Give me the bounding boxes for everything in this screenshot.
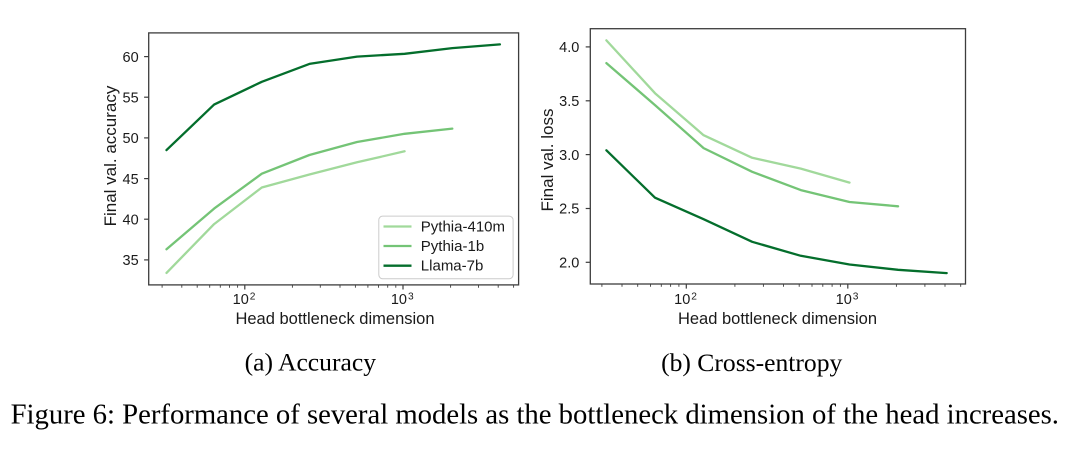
svg-text:10: 10 (391, 292, 407, 308)
svg-text:Pythia-1b: Pythia-1b (421, 238, 484, 255)
svg-text:4.0: 4.0 (559, 40, 579, 56)
svg-text:3.0: 3.0 (559, 148, 579, 164)
svg-text:Head bottleneck dimension: Head bottleneck dimension (678, 310, 877, 328)
svg-text:2.5: 2.5 (559, 202, 579, 218)
svg-text:Final val. accuracy: Final val. accuracy (101, 85, 120, 226)
svg-text:60: 60 (123, 50, 139, 66)
svg-text:2: 2 (250, 291, 256, 302)
svg-text:(b) Cross-entropy: (b) Cross-entropy (661, 348, 842, 377)
svg-text:Final val. loss: Final val. loss (538, 109, 557, 212)
svg-text:35: 35 (123, 253, 139, 269)
svg-text:55: 55 (123, 91, 139, 107)
svg-text:50: 50 (123, 131, 139, 147)
svg-text:2: 2 (691, 291, 697, 302)
svg-text:45: 45 (123, 172, 139, 188)
svg-text:3: 3 (853, 291, 859, 302)
svg-text:10: 10 (836, 292, 852, 308)
svg-text:2.0: 2.0 (559, 256, 579, 272)
svg-text:10: 10 (674, 292, 690, 308)
svg-text:Llama-7b: Llama-7b (421, 258, 484, 275)
svg-text:Figure 6: Performance of sever: Figure 6: Performance of several models … (11, 399, 1059, 431)
svg-text:3.5: 3.5 (559, 94, 579, 110)
svg-text:40: 40 (123, 212, 139, 228)
svg-text:10: 10 (233, 292, 249, 308)
svg-text:3: 3 (408, 291, 414, 302)
svg-text:Pythia-410m: Pythia-410m (421, 219, 505, 236)
svg-text:(a) Accuracy: (a) Accuracy (245, 347, 377, 376)
svg-text:Head bottleneck dimension: Head bottleneck dimension (235, 310, 434, 328)
